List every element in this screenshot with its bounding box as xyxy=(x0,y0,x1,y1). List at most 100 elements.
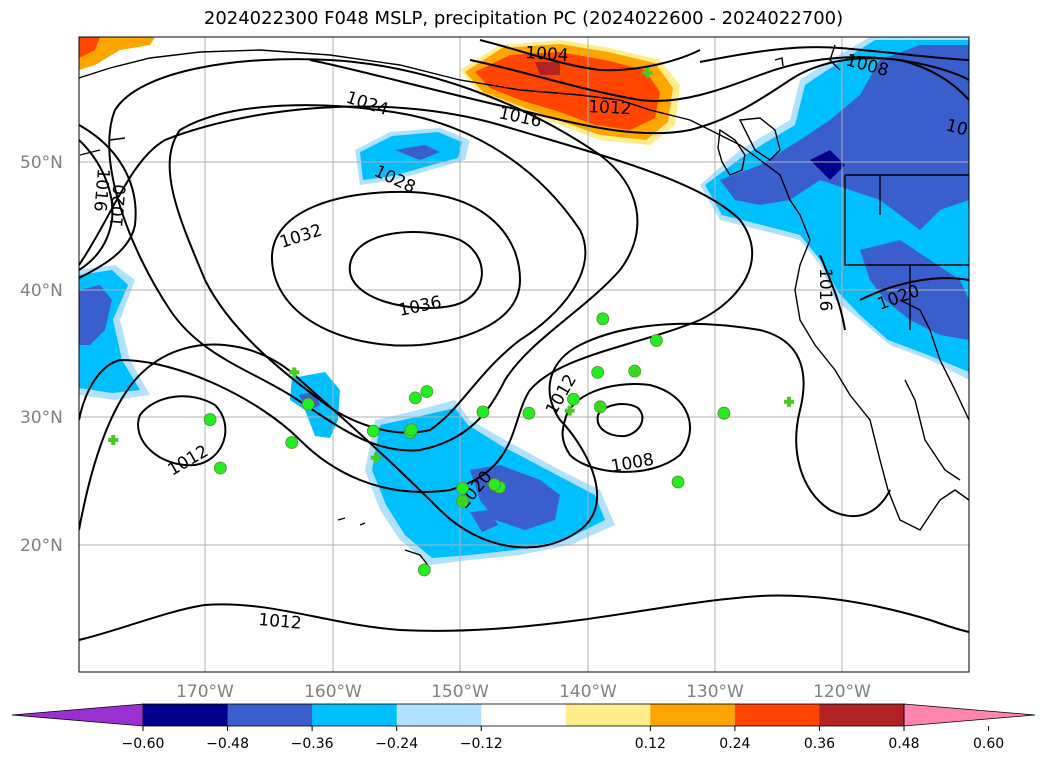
station-dot xyxy=(591,365,605,379)
isobar-1016-sub xyxy=(79,322,891,549)
colorbar-tick-label: −0.24 xyxy=(375,736,418,752)
map-frame xyxy=(78,36,970,673)
colorbar-segment xyxy=(819,704,905,726)
isobar-1004-low xyxy=(596,403,644,438)
station-cross xyxy=(642,67,653,78)
station-cross xyxy=(630,367,641,378)
precip-ne-dark xyxy=(720,45,969,230)
lon-tick: 170°W xyxy=(176,682,234,702)
isobars xyxy=(79,39,969,641)
lon-tick: 150°W xyxy=(431,682,489,702)
station-dot xyxy=(213,461,227,475)
colorbar-tick-label: −0.12 xyxy=(460,736,503,752)
station-cross xyxy=(370,452,381,463)
colorbar-extend-max xyxy=(903,703,1036,727)
station-cross xyxy=(593,401,604,412)
station-cross xyxy=(783,396,794,407)
station-dot xyxy=(420,385,434,398)
colorbar-frame xyxy=(142,703,905,727)
colorbar-extend-min xyxy=(11,703,144,727)
colorbar-tick-label: 0.60 xyxy=(973,736,1004,752)
station-cross xyxy=(289,367,300,378)
precip-positive-dark xyxy=(535,62,560,75)
station-dot xyxy=(203,413,217,426)
station-dot xyxy=(522,406,536,420)
colorbar-tick-label: −0.48 xyxy=(206,736,249,752)
isobar-label: 1016 xyxy=(815,268,835,311)
station-dot xyxy=(596,312,610,326)
colorbar-segment xyxy=(227,704,313,726)
station-cross xyxy=(457,496,468,507)
station-dot xyxy=(405,423,418,437)
colorbar-tick-label: −0.60 xyxy=(122,736,165,752)
lon-tick: 120°W xyxy=(813,682,871,702)
lat-tick: 40°N xyxy=(20,281,63,301)
isobar-label: 1016 xyxy=(89,168,113,213)
colorbar-tick-label: 0.12 xyxy=(635,736,666,752)
station-dot xyxy=(408,391,422,405)
colorbar-segment xyxy=(143,704,229,726)
isobar-1008-top xyxy=(699,46,969,63)
station-cross xyxy=(108,434,119,445)
precip-ne-navy xyxy=(810,150,845,180)
coastlines xyxy=(79,44,969,569)
map-title: 2024022300 F048 MSLP, precipitation PC (… xyxy=(203,8,844,29)
station-dot xyxy=(717,406,731,420)
isobar-1028 xyxy=(168,104,587,434)
precip-central-dark2 xyxy=(470,510,498,532)
station-dot xyxy=(417,563,431,577)
station-dot xyxy=(476,405,490,419)
station-cross xyxy=(564,405,575,416)
isobar-1008 xyxy=(561,383,691,473)
isobar-1020-coast xyxy=(859,277,969,301)
lon-axis: 170°W 160°W 150°W 140°W 130°W 120°W xyxy=(176,682,871,702)
colorbar-segment xyxy=(481,704,567,726)
station-dot xyxy=(567,392,580,406)
lat-tick: 50°N xyxy=(20,153,63,173)
colorbar-segment xyxy=(396,704,482,726)
isobar-1012-bottom xyxy=(79,594,969,641)
colorbar-tick-label: 0.36 xyxy=(804,736,835,752)
lat-tick: 20°N xyxy=(20,536,63,556)
lat-axis: 50°N 40°N 30°N 20°N xyxy=(20,153,63,556)
station-dot xyxy=(301,397,315,411)
precip-west-dark xyxy=(79,285,112,345)
isobar-1036 xyxy=(348,231,483,309)
lon-tick: 140°W xyxy=(559,682,617,702)
isobar-1016-coast xyxy=(819,254,846,331)
colorbar-segment xyxy=(565,704,651,726)
isobar-1016-left xyxy=(79,139,114,271)
isobar-label: 1012 xyxy=(258,610,303,634)
stations xyxy=(108,67,794,577)
isobar-1004-top xyxy=(479,39,701,72)
isobar-1012 xyxy=(137,395,227,467)
isobar-1032 xyxy=(270,190,522,347)
precip-gulf-dark xyxy=(395,145,440,160)
station-dot xyxy=(649,334,663,347)
colorbar-tick-label: 0.48 xyxy=(888,736,919,752)
isobar-label: 1004 xyxy=(525,43,570,66)
station-dot xyxy=(285,436,299,449)
station-dot xyxy=(366,424,380,438)
isobar-label: 1020 xyxy=(107,184,131,229)
map-area: 1004 1008 1012 1012 1012 1012 1016 1016 … xyxy=(79,37,969,672)
isobar-label: 1012 xyxy=(588,97,632,119)
colorbar-tick-label: 0.24 xyxy=(719,736,750,752)
precip-nw-corner xyxy=(79,37,155,70)
isobar-1020-left xyxy=(79,124,137,279)
graticule xyxy=(79,37,969,672)
station-dot xyxy=(671,475,685,489)
isobar-1020-main xyxy=(79,105,754,493)
colorbar-segment xyxy=(312,704,398,726)
colorbar-segment xyxy=(734,704,820,726)
lon-tick: 130°W xyxy=(686,682,744,702)
colorbar: −0.60 −0.48 −0.36 −0.24 −0.12 0.12 0.24 0.36 0.4… xyxy=(11,703,1036,752)
lon-tick: 160°W xyxy=(304,682,362,702)
isobar-1024 xyxy=(108,58,639,452)
station-dot xyxy=(456,481,469,495)
isobar-1012-top xyxy=(469,56,969,102)
colorbar-tick-label: −0.36 xyxy=(291,736,334,752)
station-dot xyxy=(488,478,501,491)
lat-tick: 30°N xyxy=(20,408,63,428)
